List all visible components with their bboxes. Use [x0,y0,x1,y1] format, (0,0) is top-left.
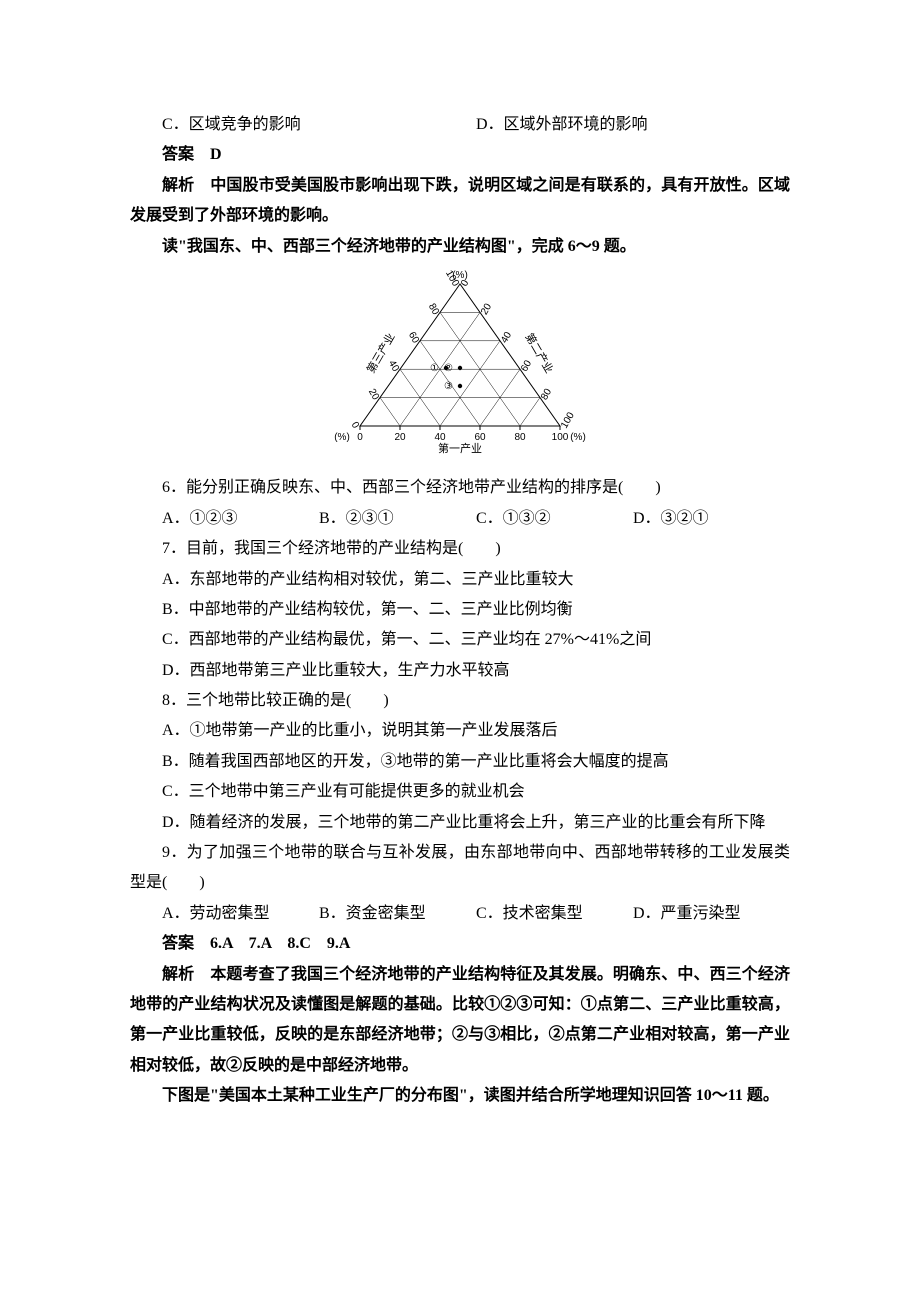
svg-text:0: 0 [357,432,363,443]
q6-opt-b: B．②③① [319,504,476,534]
svg-text:20: 20 [394,432,406,443]
q7-opt-a: A．东部地带的产业结构相对较优，第二、三产业比重较大 [130,565,790,595]
q6-opt-d: D．③②① [633,504,790,534]
svg-text:40: 40 [386,359,401,375]
q6-opt-a: A．①②③ [162,504,319,534]
q5-opt-d: D．区域外部环境的影响 [476,110,790,140]
q7-opt-c: C．西部地带的产业结构最优，第一、二、三产业均在 27%～41%之间 [130,625,790,655]
svg-text:80: 80 [426,302,441,318]
q5-opt-c: C．区域竞争的影响 [162,110,476,140]
svg-text:20: 20 [366,387,381,403]
q7-stem: 7．目前，我国三个经济地带的产业结构是( ) [130,534,790,564]
q7-opt-b: B．中部地带的产业结构较优，第一、二、三产业比例均衡 [130,595,790,625]
svg-text:③: ③ [444,381,453,392]
svg-text:(%): (%) [452,270,468,281]
svg-text:40: 40 [434,432,446,443]
ternary-chart: 020406080100020406080100020406080100(%)(… [130,266,790,467]
q6-options: A．①②③ B．②③① C．①③② D．③②① [130,504,790,534]
q8-opt-b: B．随着我国西部地区的开发，③地带的第一产业比重将会大幅度的提高 [130,747,790,777]
svg-text:②: ② [444,363,453,374]
q5-answer: 答案 D [130,140,790,170]
q9-opt-a: A．劳动密集型 [162,899,319,929]
svg-text:60: 60 [406,330,421,346]
svg-text:(%): (%) [570,432,586,443]
explain-6-9: 解析 本题考查了我国三个经济地带的产业结构特征及其发展。明确东、中、西三个经济地… [130,960,790,1082]
q9-stem: 9．为了加强三个地带的联合与互补发展，由东部地带向中、西部地带转移的工业发展类型… [130,838,790,899]
intro-6-9: 读"我国东、中、西部三个经济地带的产业结构图"，完成 6～9 题。 [130,232,790,262]
svg-text:第一产业: 第一产业 [438,441,482,455]
q7-opt-d: D．西部地带第三产业比重较大，生产力水平较高 [130,656,790,686]
q8-opt-c: C．三个地带中第三产业有可能提供更多的就业机会 [130,777,790,807]
q8-stem: 8．三个地带比较正确的是( ) [130,686,790,716]
q6-opt-c: C．①③② [476,504,633,534]
q5-options-cd: C．区域竞争的影响 D．区域外部环境的影响 [130,110,790,140]
q8-opt-a: A．①地带第一产业的比重小，说明其第一产业发展落后 [130,716,790,746]
svg-text:0: 0 [349,420,362,431]
svg-text:(%): (%) [334,432,350,443]
q9-opt-b: B．资金密集型 [319,899,476,929]
q8-opt-d: D．随着经济的发展，三个地带的第二产业比重将会上升，第三产业的比重会有所下降 [130,808,790,838]
svg-text:①: ① [430,363,439,374]
q6-stem: 6．能分别正确反映东、中、西部三个经济地带产业结构的排序是( ) [130,473,790,503]
svg-text:80: 80 [514,432,526,443]
q9-opt-d: D．严重污染型 [633,899,790,929]
q9-options: A．劳动密集型 B．资金密集型 C．技术密集型 D．严重污染型 [130,899,790,929]
intro-10-11: 下图是"美国本土某种工业生产厂的分布图"，读图并结合所学地理知识回答 10～11… [130,1081,790,1111]
svg-text:60: 60 [474,432,486,443]
q5-explain: 解析 中国股市受美国股市影响出现下跌，说明区域之间是有联系的，具有开放性。区域发… [130,171,790,232]
answer-6-9: 答案 6.A 7.A 8.C 9.A [130,929,790,959]
q9-opt-c: C．技术密集型 [476,899,633,929]
svg-text:100: 100 [552,432,569,443]
svg-text:100: 100 [559,410,577,430]
